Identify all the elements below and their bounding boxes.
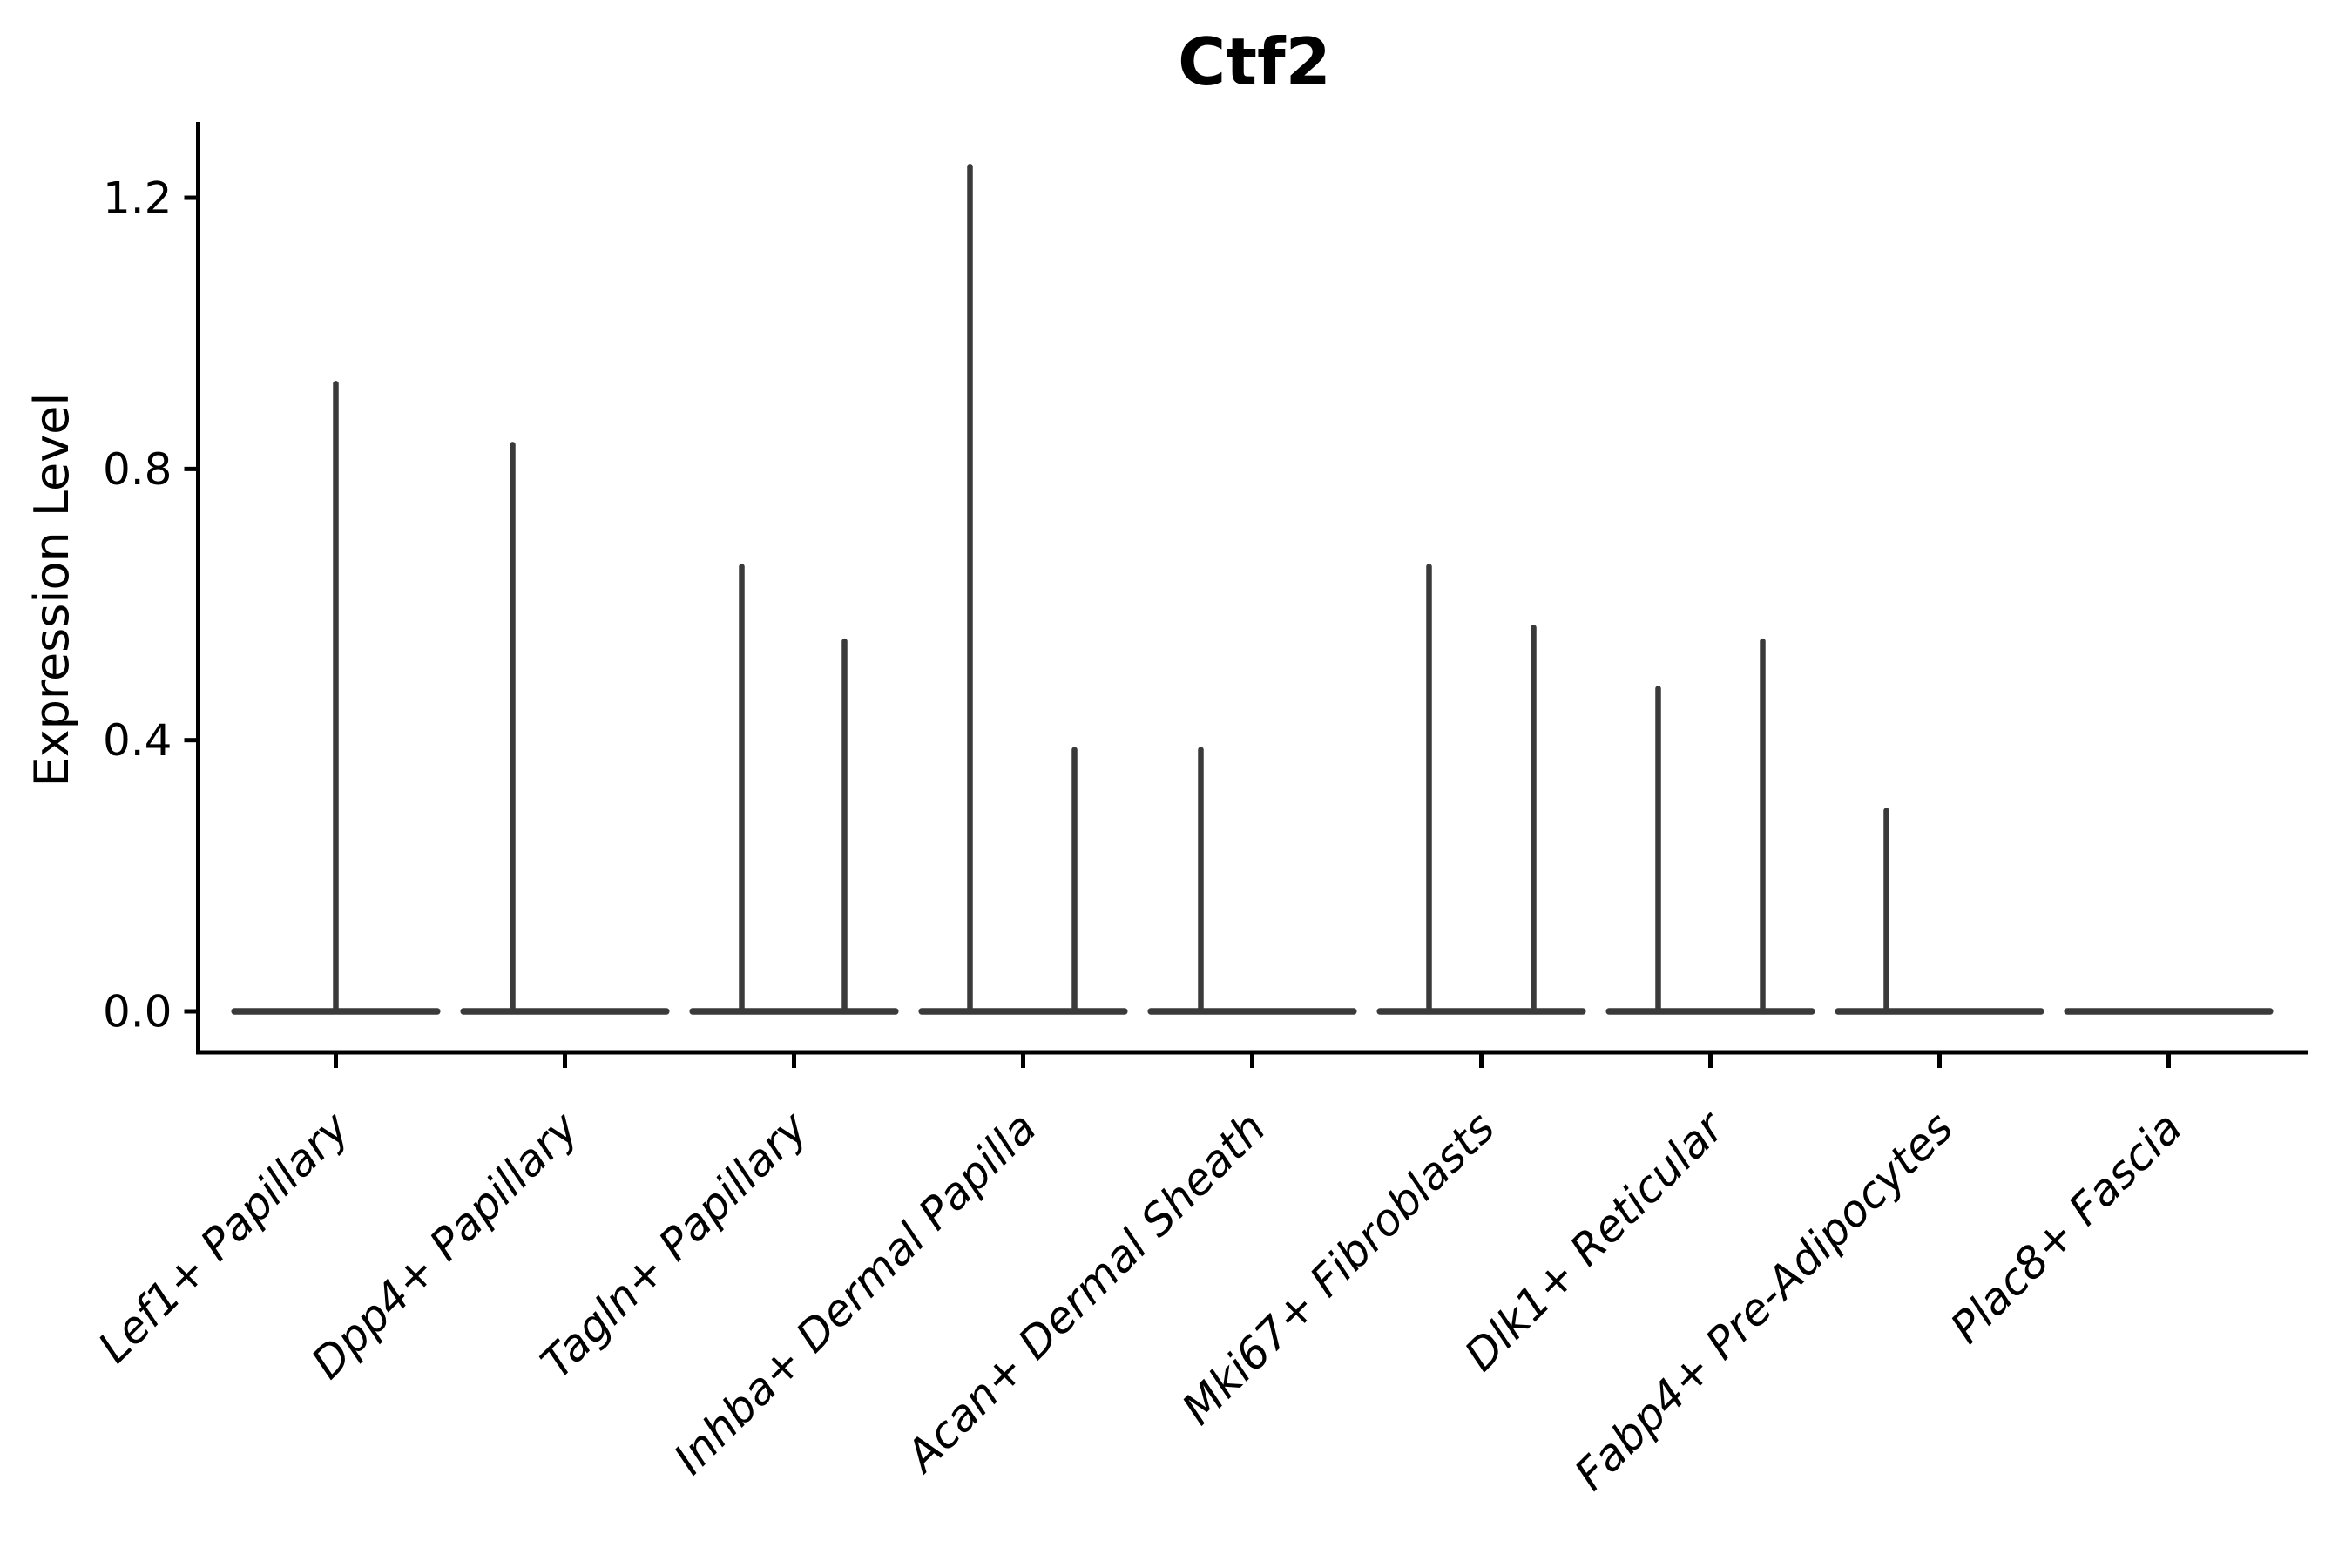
violin-spike [739, 564, 745, 1011]
violin-spike [1655, 686, 1661, 1011]
violin-base [918, 1008, 1128, 1015]
y-tick-label: 0.8 [103, 444, 172, 495]
x-tick-label: Acan+ Dermal Sheath [895, 1102, 1275, 1483]
violin-base [689, 1008, 899, 1015]
violin-spike [510, 442, 516, 1011]
y-axis-label: Expression Level [24, 392, 79, 787]
x-tick-label: Lef1+ Papillary [89, 1101, 360, 1372]
violin-spike [1198, 747, 1204, 1011]
y-tick-label: 0.0 [103, 987, 172, 1037]
x-tick-label: Inhba+ Dermal Papilla [665, 1102, 1046, 1484]
y-tick-label: 0.4 [103, 715, 172, 766]
violin-spike [1426, 564, 1432, 1011]
y-tick-label: 1.2 [103, 173, 172, 224]
violin-spike [1071, 747, 1078, 1011]
x-tick-label: Plac8+ Fascia [1941, 1102, 2192, 1353]
violin-base [1605, 1008, 1815, 1015]
violin-base [460, 1008, 670, 1015]
x-tick-label: Fabp4+ Pre-Adipocytes [1565, 1102, 1963, 1500]
violin-spike [1531, 625, 1537, 1011]
violin-base [1147, 1008, 1357, 1015]
violin-base [1835, 1008, 2044, 1015]
violin-spike [841, 638, 848, 1011]
violin-spike [1883, 808, 1889, 1011]
violin-spike [333, 381, 339, 1011]
violin-base [2064, 1008, 2274, 1015]
violin-base [1376, 1008, 1586, 1015]
chart-title: Ctf2 [1178, 24, 1331, 100]
violin-spike [1760, 638, 1766, 1011]
violin-spike [967, 164, 973, 1011]
